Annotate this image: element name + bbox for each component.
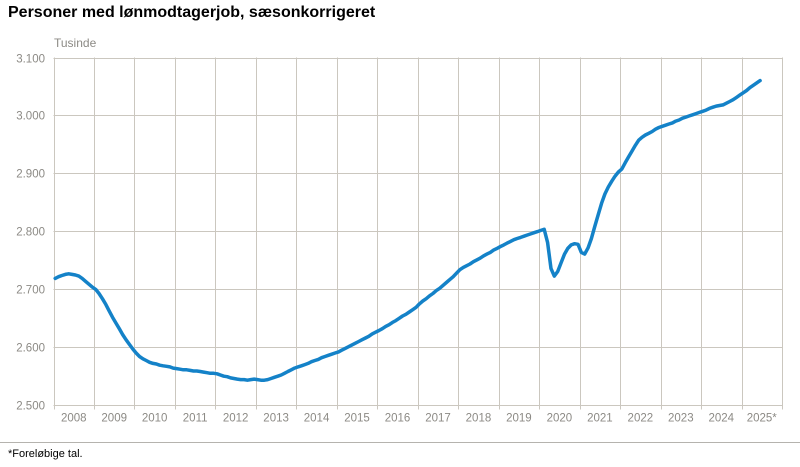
x-axis-tick-label: 2025*	[747, 413, 778, 425]
x-axis-tick-label: 2021	[587, 413, 613, 425]
y-axis-tick-label: 3.000	[16, 111, 45, 123]
x-axis-tick-label: 2014	[304, 413, 330, 425]
x-axis-tick-label: 2008	[61, 413, 87, 425]
x-axis-tick-label: 2015	[344, 413, 370, 425]
y-axis-tick-label: 2.500	[16, 401, 45, 413]
x-axis-tick-label: 2023	[668, 413, 694, 425]
y-axis-tick-label: 3.100	[16, 54, 45, 66]
x-axis-tick-label: 2019	[506, 413, 532, 425]
y-axis-tick-label: 2.800	[16, 227, 45, 239]
x-axis-tick-label: 2022	[628, 413, 654, 425]
x-axis-tick-label: 2013	[263, 413, 289, 425]
x-axis-tick-label: 2012	[223, 413, 249, 425]
x-axis-tick-label: 2009	[101, 413, 127, 425]
chart-title: Personer med lønmodtagerjob, sæsonkorrig…	[8, 4, 376, 21]
y-axis-tick-label: 2.700	[16, 285, 45, 297]
employment-line-chart: 3.100 3.000 2.900 2.800 2.700 2.600 2.500 2008 2…	[16, 54, 783, 425]
y-axis-unit-label: Tusinde	[54, 36, 97, 50]
footer-divider	[0, 442, 800, 443]
y-axis-tick-label: 2.600	[16, 343, 45, 355]
x-axis-tick-label: 2024	[708, 413, 734, 425]
employment-series-line	[53, 78, 762, 382]
x-axis-tick-label: 2011	[183, 413, 208, 425]
x-axis-tick-label: 2017	[425, 413, 451, 425]
preliminary-figures-footnote: *Foreløbige tal.	[8, 448, 83, 460]
x-axis-tick-label: 2010	[142, 413, 168, 425]
x-axis-tick-label: 2016	[385, 413, 411, 425]
y-axis-tick-label: 2.900	[16, 169, 45, 181]
x-axis-tick-label: 2018	[466, 413, 492, 425]
x-axis-tick-label: 2020	[547, 413, 573, 425]
